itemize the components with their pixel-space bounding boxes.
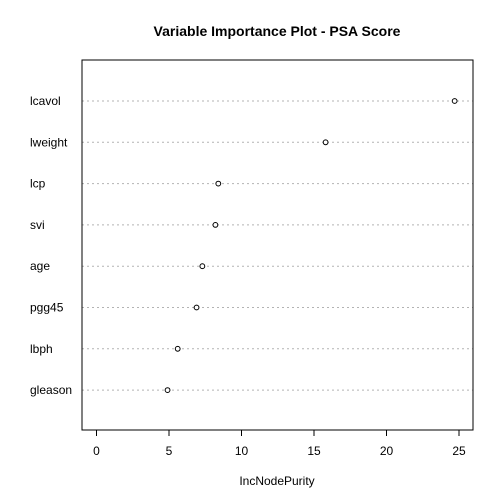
point-lcavol xyxy=(451,98,458,104)
variable-label-lweight: lweight xyxy=(30,135,68,149)
x-tick-label-10: 10 xyxy=(235,444,249,458)
x-tick-label-25: 25 xyxy=(452,444,466,458)
x-tick-label-0: 0 xyxy=(93,444,100,458)
plot-frame xyxy=(81,59,474,431)
variable-label-lbph: lbph xyxy=(30,342,53,356)
variable-labels: lcavol lweight lcp svi age pgg45 lbph gleason xyxy=(30,94,72,397)
chart-title: Variable Importance Plot - PSA Score xyxy=(154,23,401,39)
point-gleason xyxy=(164,387,171,394)
x-tick-label-20: 20 xyxy=(380,444,394,458)
point-lcp xyxy=(215,180,222,187)
point-lbph xyxy=(174,345,181,352)
data-points xyxy=(164,98,458,394)
guide-lines xyxy=(82,100,473,391)
point-svi xyxy=(212,222,219,228)
x-axis-label: IncNodePurity xyxy=(239,474,314,488)
variable-label-gleason: gleason xyxy=(30,383,72,397)
point-age xyxy=(199,263,206,270)
x-tick-label-5: 5 xyxy=(166,444,173,458)
variable-label-pgg45: pgg45 xyxy=(30,301,64,315)
x-axis: 0 5 10 15 20 25 xyxy=(93,429,466,458)
point-pgg45 xyxy=(193,304,200,311)
variable-label-lcp: lcp xyxy=(30,177,46,191)
variable-label-lcavol: lcavol xyxy=(30,94,61,108)
variable-label-age: age xyxy=(30,259,50,273)
x-tick-label-15: 15 xyxy=(307,444,321,458)
point-lweight xyxy=(322,139,329,146)
variable-label-svi: svi xyxy=(30,218,45,232)
